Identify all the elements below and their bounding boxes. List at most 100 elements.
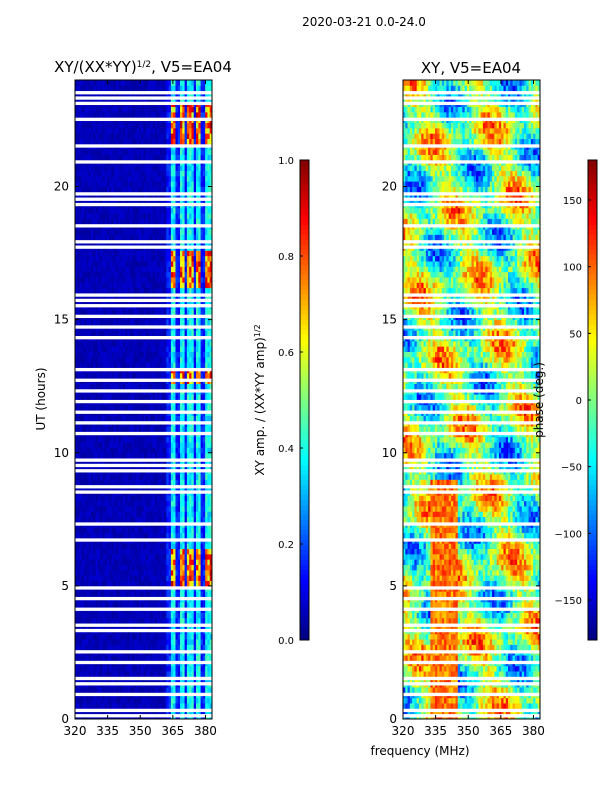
amplitude-cell	[173, 634, 176, 640]
amplitude-cell	[159, 517, 162, 523]
amplitude-cell	[150, 384, 153, 390]
amplitude-cell	[107, 442, 110, 448]
amplitude-cell	[203, 373, 206, 379]
amplitude-cell	[109, 602, 112, 608]
amplitude-cell	[203, 533, 206, 539]
amplitude-cell	[162, 644, 165, 650]
amplitude-cell	[112, 527, 115, 533]
amplitude-cell	[187, 501, 190, 507]
amplitude-cell	[141, 533, 144, 539]
amplitude-cell	[157, 346, 160, 352]
amplitude-cell	[118, 437, 121, 443]
amplitude-cell	[116, 384, 119, 390]
amplitude-cell	[137, 373, 140, 379]
amplitude-cell	[96, 346, 99, 352]
amplitude-cell	[107, 384, 110, 390]
amplitude-cell	[178, 698, 181, 704]
amplitude-cell	[82, 559, 85, 565]
amplitude-cell	[166, 602, 169, 608]
amplitude-cell	[125, 575, 128, 581]
amplitude-cell	[198, 559, 201, 565]
amplitude-cell	[144, 554, 147, 560]
amplitude-cell	[189, 644, 192, 650]
amplitude-cell	[107, 591, 110, 597]
amplitude-cell	[182, 346, 185, 352]
amplitude-cell	[173, 666, 176, 672]
amplitude-cell	[96, 282, 99, 288]
amplitude-cell	[84, 703, 87, 709]
amplitude-cell	[141, 405, 144, 411]
amplitude-cell	[191, 565, 194, 571]
amplitude-cell	[100, 309, 103, 315]
amplitude-cell	[116, 570, 119, 576]
amplitude-cell	[144, 288, 147, 294]
amplitude-cell	[137, 362, 140, 368]
amplitude-cell	[112, 474, 115, 480]
amplitude-cell	[132, 511, 135, 517]
amplitude-cell	[180, 602, 183, 608]
amplitude-cell	[77, 362, 80, 368]
amplitude-heatmap-row	[75, 320, 212, 326]
amplitude-cell	[84, 384, 87, 390]
amplitude-cell	[116, 341, 119, 347]
amplitude-cell	[173, 479, 176, 485]
amplitude-cell	[98, 362, 101, 368]
amplitude-cell	[178, 575, 181, 581]
amplitude-cell	[155, 453, 158, 459]
amplitude-cell	[121, 634, 124, 640]
amplitude-cell	[134, 320, 137, 326]
amplitude-cell	[86, 687, 89, 693]
amplitude-cell	[141, 570, 144, 576]
amplitude-cell	[134, 394, 137, 400]
amplitude-cell	[187, 687, 190, 693]
amplitude-cell	[125, 703, 128, 709]
amplitude-heatmap-row	[75, 330, 212, 336]
amplitude-cell	[196, 687, 199, 693]
amplitude-cell	[178, 613, 181, 619]
amplitude-cell	[159, 618, 162, 624]
amplitude-cell	[164, 501, 167, 507]
amplitude-cell	[155, 602, 158, 608]
amplitude-cell	[159, 703, 162, 709]
amplitude-cell	[164, 671, 167, 677]
amplitude-cell	[130, 341, 133, 347]
amplitude-cell	[162, 581, 165, 587]
amplitude-cell	[107, 495, 110, 501]
amplitude-cell	[107, 618, 110, 624]
amplitude-cell	[86, 320, 89, 326]
amplitude-cell	[134, 565, 137, 571]
amplitude-cell	[191, 384, 194, 390]
amplitude-cell	[201, 655, 204, 661]
amplitude-cell	[144, 565, 147, 571]
amplitude-cell	[118, 613, 121, 619]
amplitude-cell	[112, 575, 115, 581]
amplitude-cell	[109, 362, 112, 368]
amplitude-cell	[191, 495, 194, 501]
amplitude-cell	[144, 405, 147, 411]
amplitude-cell	[207, 474, 210, 480]
amplitude-cell	[137, 549, 140, 555]
amplitude-cell	[155, 570, 158, 576]
amplitude-cell	[123, 320, 126, 326]
amplitude-cell	[114, 511, 117, 517]
amplitude-cell	[114, 405, 117, 411]
amplitude-cell	[182, 703, 185, 709]
amplitude-cell	[203, 352, 206, 358]
amplitude-cell	[98, 474, 101, 480]
amplitude-cell	[146, 618, 149, 624]
amplitude-cell	[173, 655, 176, 661]
amplitude-cell	[141, 698, 144, 704]
amplitude-cell	[194, 639, 197, 645]
amplitude-cell	[180, 703, 183, 709]
amplitude-cell	[207, 352, 210, 358]
amplitude-cell	[137, 506, 140, 512]
amplitude-cell	[139, 559, 142, 565]
amplitude-cell	[169, 453, 172, 459]
amplitude-cell	[134, 554, 137, 560]
amplitude-cell	[105, 698, 108, 704]
amplitude-cell	[150, 570, 153, 576]
amplitude-cell	[141, 602, 144, 608]
amplitude-cell	[141, 671, 144, 677]
amplitude-cell	[182, 666, 185, 672]
amplitude-cell	[91, 442, 94, 448]
